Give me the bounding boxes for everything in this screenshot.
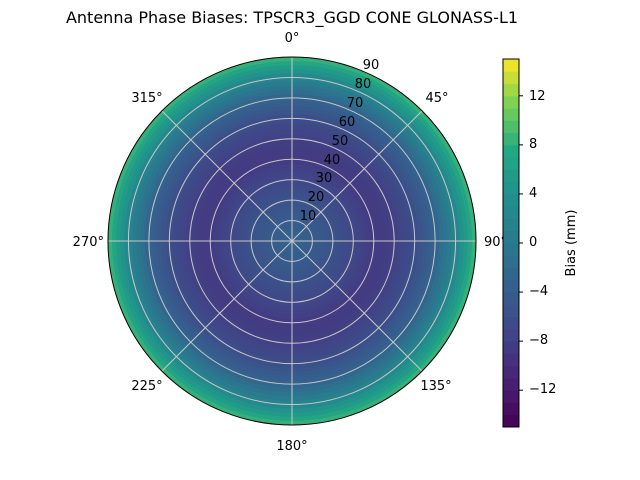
radial-tick-70: 70 xyxy=(347,96,364,111)
colorbar-tick-neg12: −12 xyxy=(529,382,556,397)
colorbar-tick-0: 0 xyxy=(529,235,537,250)
colorbar-level xyxy=(503,328,519,342)
colorbar-level xyxy=(503,59,519,72)
colorbar-level xyxy=(503,353,519,367)
colorbar-level xyxy=(503,169,519,183)
colorbar-level xyxy=(503,132,519,146)
radial-tick-40: 40 xyxy=(324,153,341,168)
colorbar-level xyxy=(503,292,519,305)
colorbar-level xyxy=(503,390,519,403)
colorbar-level xyxy=(503,71,519,85)
chart-title: Antenna Phase Biases: TPSCR3_GGD CONE GL… xyxy=(66,8,518,28)
angular-gridline xyxy=(291,110,423,242)
colorbar-level xyxy=(503,206,519,219)
colorbar-level xyxy=(503,144,519,158)
radial-tick-50: 50 xyxy=(332,134,349,149)
colorbar-level xyxy=(503,95,519,109)
colorbar-level xyxy=(503,108,519,121)
colorbar-level xyxy=(503,193,519,207)
colorbar-level xyxy=(503,267,519,281)
angle-tick-180: 180° xyxy=(276,439,307,454)
angular-gridline xyxy=(161,240,293,372)
colorbar-level xyxy=(503,83,519,97)
colorbar-label: Bias (mm) xyxy=(564,210,579,277)
radial-tick-20: 20 xyxy=(308,190,325,205)
colorbar-tick-neg4: −4 xyxy=(529,284,548,299)
colorbar-level xyxy=(503,230,519,244)
colorbar-level xyxy=(503,402,519,416)
angle-tick-270: 270° xyxy=(73,235,104,250)
colorbar-level xyxy=(503,218,519,232)
polar-frame xyxy=(107,56,477,426)
colorbar-level xyxy=(503,181,519,195)
angle-tick-315: 315° xyxy=(131,91,162,106)
colorbar-level xyxy=(503,377,519,391)
colorbar-level xyxy=(503,243,519,256)
colorbar-level xyxy=(503,365,519,379)
radial-tick-60: 60 xyxy=(339,115,356,130)
colorbar-level xyxy=(503,157,519,170)
angle-tick-90: 90° xyxy=(484,235,507,250)
colorbar-tick-12: 12 xyxy=(529,89,546,104)
angular-gridline xyxy=(161,110,293,242)
colorbar-tick-neg8: −8 xyxy=(529,333,548,348)
radial-tick-10: 10 xyxy=(300,209,317,224)
colorbar-level xyxy=(503,414,519,428)
colorbar-tick-4: 4 xyxy=(529,186,537,201)
colorbar xyxy=(502,58,523,428)
polar-plot-area xyxy=(107,56,477,426)
colorbar-level xyxy=(503,255,519,269)
colorbar-level xyxy=(503,120,519,134)
angle-tick-45: 45° xyxy=(425,91,448,106)
angle-tick-225: 225° xyxy=(131,379,162,394)
angle-tick-0: 0° xyxy=(285,31,300,46)
colorbar-tick-8: 8 xyxy=(529,137,537,152)
colorbar-level xyxy=(503,341,519,354)
colorbar-level xyxy=(503,304,519,318)
radial-tick-80: 80 xyxy=(355,77,372,92)
angular-gridline xyxy=(291,240,423,372)
colorbar-level xyxy=(503,279,519,293)
colorbar-level xyxy=(503,316,519,330)
radial-tick-90: 90 xyxy=(363,58,380,73)
angle-tick-135: 135° xyxy=(420,379,451,394)
radial-tick-30: 30 xyxy=(316,171,333,186)
